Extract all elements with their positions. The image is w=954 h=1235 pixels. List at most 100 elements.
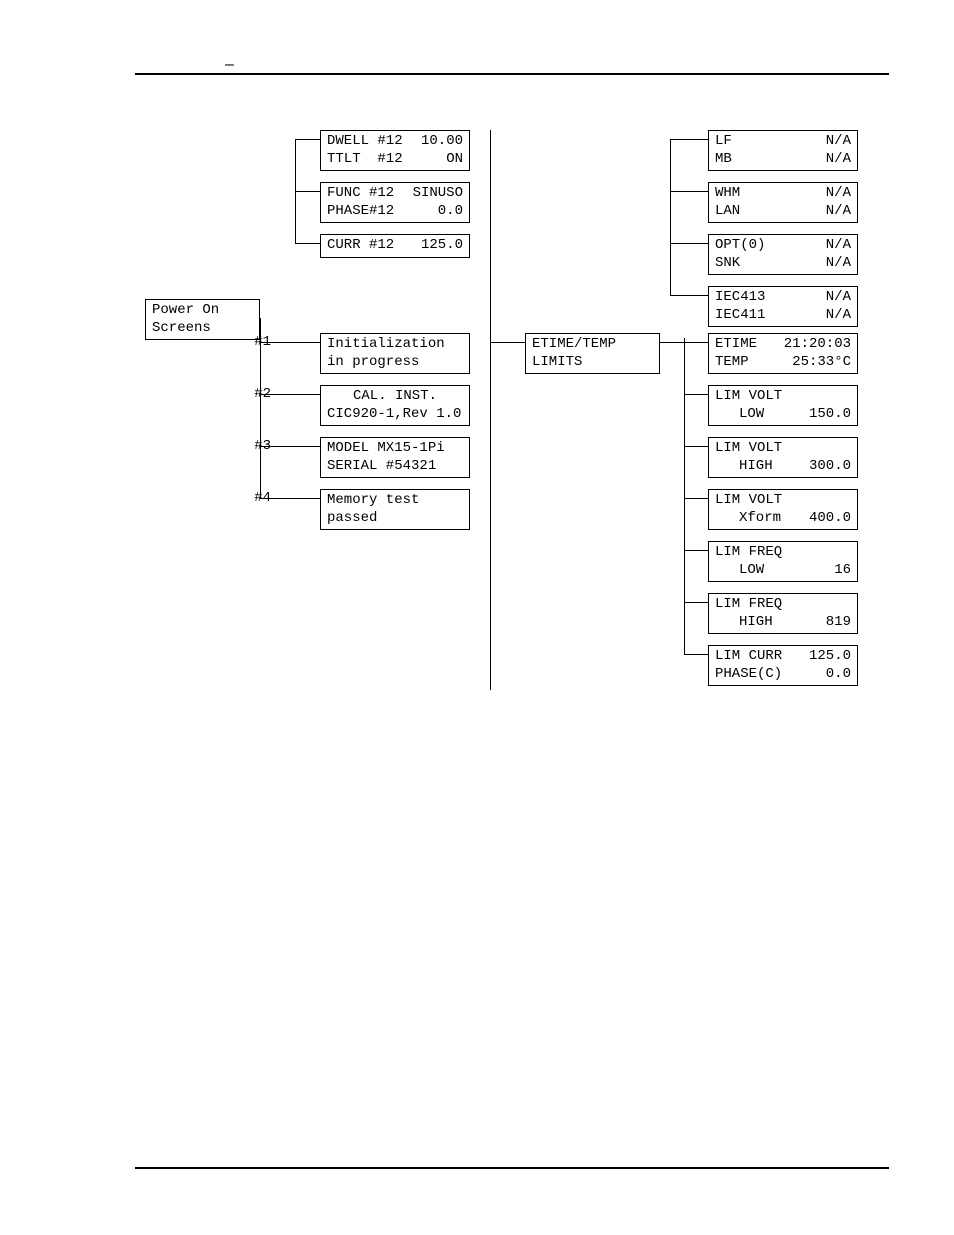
cell-right: N/A [826, 151, 851, 169]
left-screen-0: DWELL #1210.00TTLT #12ON [320, 130, 470, 171]
limit-box-2: LIM VOLTXform 400.0 [708, 489, 858, 530]
limit-box-4: LIM FREQHIGH 819 [708, 593, 858, 634]
line1: MODEL MX15-1Pi [327, 440, 463, 458]
cell-left: CURR #12 [327, 237, 394, 255]
cell-right: 300.0 [809, 458, 851, 476]
line1: Memory test [327, 492, 463, 510]
center-divider [490, 130, 491, 690]
limit-conn-2 [684, 498, 708, 499]
right-vline-top [684, 338, 685, 342]
cell-right: N/A [826, 289, 851, 307]
poweron-number-2: #3 [245, 438, 271, 454]
cell-left: HIGH [739, 458, 773, 476]
cell-left: MB [715, 151, 732, 169]
poweron-root-v [260, 318, 261, 338]
cell-left: LOW [739, 406, 764, 424]
poweron-item-1: CAL. INST.CIC920-1,Rev 1.0 [320, 385, 470, 426]
limit-conn-3 [684, 550, 708, 551]
limit-last-conn [684, 654, 708, 655]
power-on-box: Power On Screens [145, 299, 260, 340]
cell-right: SINUSO [413, 185, 463, 203]
cell-right: 150.0 [809, 406, 851, 424]
poweron-number-3: #4 [245, 490, 271, 506]
cell-right: 125.0 [421, 237, 463, 255]
cell-right: 819 [826, 614, 851, 632]
right-na-conn-0 [670, 139, 708, 140]
line1: LIM FREQ [715, 544, 851, 562]
right-na-0: LF N/A MB N/A [708, 130, 858, 171]
right-na-2: OPT(0)N/ASNKN/A [708, 234, 858, 275]
cell-left: TTLT #12 [327, 151, 403, 169]
cell-left: LAN [715, 203, 740, 221]
limit-conn-1 [684, 446, 708, 447]
right-na-conn-2 [670, 243, 708, 244]
cell-right: 0.0 [438, 203, 463, 221]
cell-right: 0.0 [826, 666, 851, 684]
poweron-item-0: Initializationin progress [320, 333, 470, 374]
cell-left: DWELL #12 [327, 133, 403, 151]
cell-left: IEC411 [715, 307, 765, 325]
left-conn-0 [295, 139, 320, 140]
cell-right: 125.0 [809, 648, 851, 666]
limit-box-1: LIM VOLTHIGH 300.0 [708, 437, 858, 478]
poweron-item-2: MODEL MX15-1PiSERIAL #54321 [320, 437, 470, 478]
line1: LIM VOLT [715, 388, 851, 406]
left-conn-2 [295, 243, 320, 244]
cell-left: LOW [739, 562, 764, 580]
cell-right: N/A [826, 185, 851, 203]
cell-left: PHASE#12 [327, 203, 394, 221]
cell-left: Xform [739, 510, 781, 528]
cell-right: N/A [826, 255, 851, 273]
cell-right: N/A [826, 203, 851, 221]
poweron-vline [260, 338, 261, 498]
header-rule [135, 73, 889, 75]
cell-right: 21:20:03 [784, 336, 851, 354]
poweron-number-0: #1 [245, 334, 271, 350]
line2: SERIAL #54321 [327, 458, 463, 476]
line1: Initialization [327, 336, 463, 354]
line1: LIM VOLT [715, 440, 851, 458]
etime-root-conn [490, 342, 525, 343]
etime-limits-box: ETIME/TEMPLIMITS [525, 333, 660, 374]
limit-conn-0 [684, 394, 708, 395]
line2: CIC920-1,Rev 1.0 [327, 406, 463, 424]
cell-left: IEC413 [715, 289, 765, 307]
right-na-3: IEC413 N/A IEC411 N/A [708, 286, 858, 327]
limit-box-3: LIM FREQLOW16 [708, 541, 858, 582]
cell-left: ETIME [715, 336, 757, 354]
left-screen-2: CURR #12 125.0 [320, 234, 470, 258]
cell-left: OPT(0) [715, 237, 765, 255]
cell-right: N/A [826, 133, 851, 151]
cell-right: 400.0 [809, 510, 851, 528]
cell-right: 10.00 [421, 133, 463, 151]
limit-last-box: LIM CURR 125.0 PHASE(C) 0.0 [708, 645, 858, 686]
line2: in progress [327, 354, 463, 372]
line1: LIM FREQ [715, 596, 851, 614]
right-na-1: WHM N/A LAN N/A [708, 182, 858, 223]
limit-conn-4 [684, 602, 708, 603]
poweron-item-3: Memory testpassed [320, 489, 470, 530]
cell-left: HIGH [739, 614, 773, 632]
cell-left: PHASE(C) [715, 666, 782, 684]
cell-left: FUNC #12 [327, 185, 394, 203]
etime-data-box: ETIME 21:20:03 TEMP 25:33°C [708, 333, 858, 374]
line2: LIMITS [532, 354, 653, 372]
cell-left: WHM [715, 185, 740, 203]
line1: ETIME/TEMP [532, 336, 653, 354]
right-na-conn-1 [670, 191, 708, 192]
cell-right: N/A [826, 307, 851, 325]
cell-left: SNK [715, 255, 740, 273]
cell-right: 25:33°C [792, 354, 851, 372]
footer-rule [135, 1167, 889, 1169]
line2: passed [327, 510, 463, 528]
left-top-vstub [295, 139, 296, 243]
right-na-vstub [670, 139, 671, 295]
cell-left: LIM CURR [715, 648, 782, 666]
cell-left: TEMP [715, 354, 749, 372]
line1: CAL. INST. [327, 388, 463, 406]
line1: LIM VOLT [715, 492, 851, 510]
header-dash: – [225, 56, 234, 74]
cell-left: LF [715, 133, 732, 151]
right-na-conn-3 [670, 295, 708, 296]
left-conn-1 [295, 191, 320, 192]
